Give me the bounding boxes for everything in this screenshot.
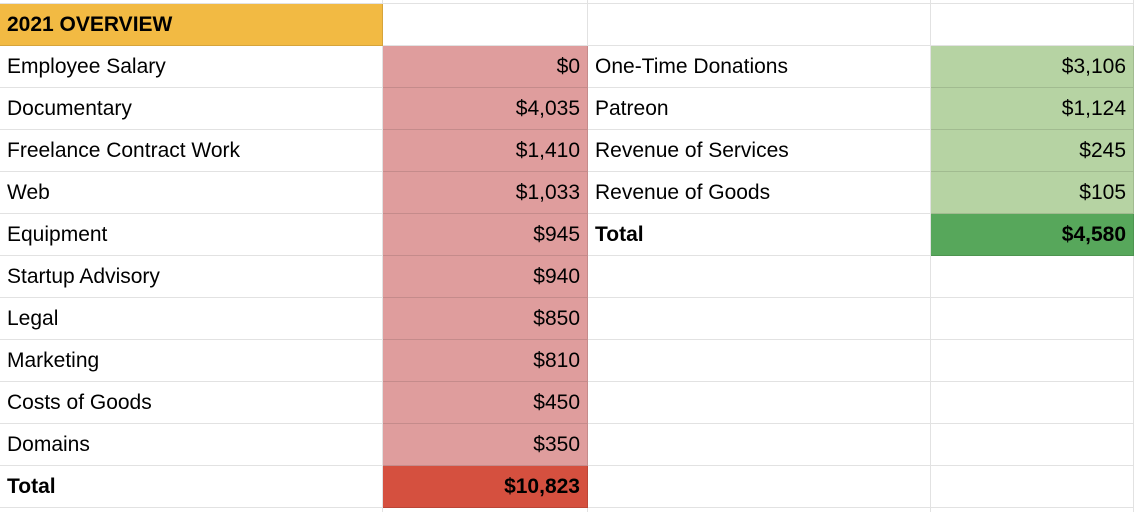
cell-empty[interactable] [588, 256, 931, 298]
cell-overview-title[interactable]: 2021 OVERVIEW [0, 4, 383, 46]
cell-empty[interactable] [588, 298, 931, 340]
cell-empty[interactable] [931, 4, 1134, 46]
cell-expense-value[interactable]: $1,033 [383, 172, 588, 214]
cell-empty[interactable] [931, 256, 1134, 298]
cell-income-value[interactable]: $105 [931, 172, 1134, 214]
cell-expense-value[interactable]: $945 [383, 214, 588, 256]
cell-income-label[interactable]: Revenue of Goods [588, 172, 931, 214]
cell-empty[interactable] [383, 4, 588, 46]
cell-empty[interactable] [383, 0, 588, 4]
cell-expense-label[interactable]: Documentary [0, 88, 383, 130]
cell-income-total-label[interactable]: Total [588, 214, 931, 256]
cell-expense-label[interactable]: Marketing [0, 340, 383, 382]
cell-expense-label[interactable]: Domains [0, 424, 383, 466]
cell-empty[interactable] [931, 424, 1134, 466]
cell-income-label[interactable]: One-Time Donations [588, 46, 931, 88]
cell-expense-value[interactable]: $450 [383, 382, 588, 424]
cell-expense-value[interactable]: $4,035 [383, 88, 588, 130]
cell-income-total-value[interactable]: $4,580 [931, 214, 1134, 256]
cell-expense-label[interactable]: Equipment [0, 214, 383, 256]
cell-empty[interactable] [383, 508, 588, 512]
cell-empty[interactable] [588, 508, 931, 512]
cell-expense-label[interactable]: Freelance Contract Work [0, 130, 383, 172]
cell-income-label[interactable]: Revenue of Services [588, 130, 931, 172]
cell-income-label[interactable]: Patreon [588, 88, 931, 130]
cell-empty[interactable] [931, 298, 1134, 340]
cell-empty[interactable] [588, 382, 931, 424]
cell-empty[interactable] [588, 0, 931, 4]
cell-empty[interactable] [931, 466, 1134, 508]
cell-empty[interactable] [931, 382, 1134, 424]
cell-income-value[interactable]: $3,106 [931, 46, 1134, 88]
cell-empty[interactable] [0, 508, 383, 512]
cell-expense-label[interactable]: Legal [0, 298, 383, 340]
cell-expense-value[interactable]: $0 [383, 46, 588, 88]
cell-empty[interactable] [588, 340, 931, 382]
cell-expense-label[interactable]: Employee Salary [0, 46, 383, 88]
cell-expense-total-label[interactable]: Total [0, 466, 383, 508]
cell-expense-label[interactable]: Web [0, 172, 383, 214]
cell-expense-value[interactable]: $350 [383, 424, 588, 466]
cell-empty[interactable] [931, 508, 1134, 512]
cell-empty[interactable] [588, 466, 931, 508]
cell-expense-value[interactable]: $940 [383, 256, 588, 298]
cell-empty[interactable] [0, 0, 383, 4]
cell-expense-total-value[interactable]: $10,823 [383, 466, 588, 508]
cell-empty[interactable] [931, 340, 1134, 382]
cell-income-value[interactable]: $1,124 [931, 88, 1134, 130]
cell-empty[interactable] [588, 424, 931, 466]
cell-expense-label[interactable]: Costs of Goods [0, 382, 383, 424]
cell-expense-value[interactable]: $850 [383, 298, 588, 340]
cell-empty[interactable] [588, 4, 931, 46]
cell-expense-value[interactable]: $1,410 [383, 130, 588, 172]
cell-expense-value[interactable]: $810 [383, 340, 588, 382]
cell-expense-label[interactable]: Startup Advisory [0, 256, 383, 298]
cell-income-value[interactable]: $245 [931, 130, 1134, 172]
